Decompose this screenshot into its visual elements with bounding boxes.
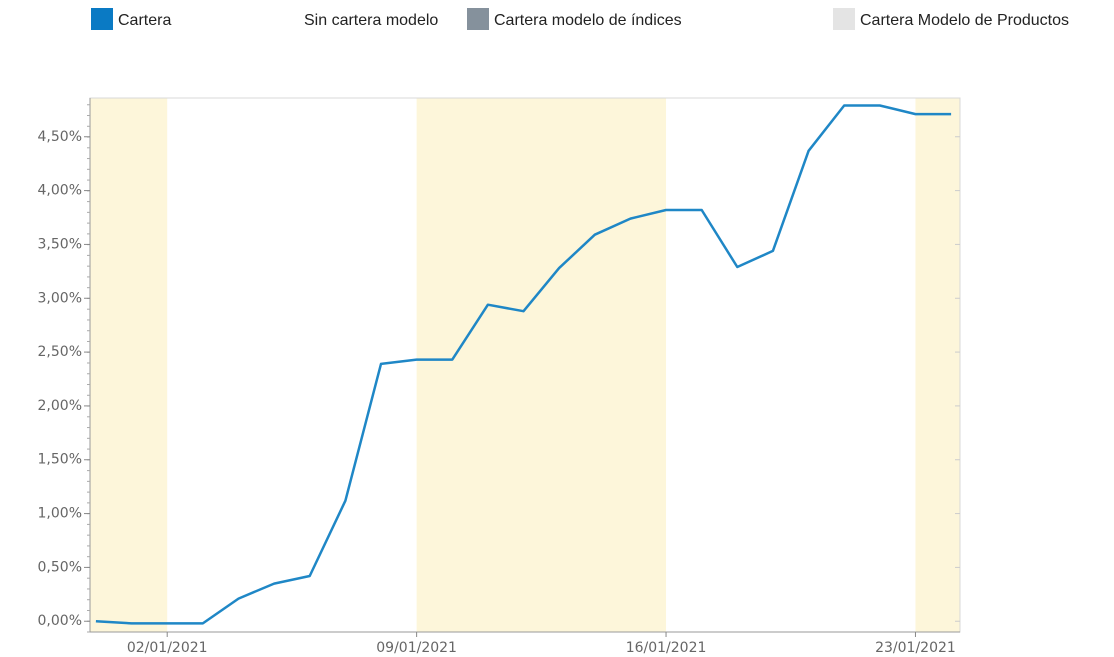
y-tick-label: 0,00% xyxy=(38,613,82,629)
series-line xyxy=(95,104,952,625)
weekend-band xyxy=(90,98,168,632)
legend-swatch xyxy=(467,8,489,30)
x-tick-label: 23/01/2021 xyxy=(875,640,956,656)
weekend-band xyxy=(416,98,667,632)
y-tick-label: 3,00% xyxy=(38,290,82,306)
y-tick-label: 3,50% xyxy=(38,236,82,252)
legend-label: Cartera modelo de índices xyxy=(494,12,682,29)
legend-label: Cartera xyxy=(118,12,171,29)
legend-label: Cartera Modelo de Productos xyxy=(860,12,1069,29)
x-tick-label: 16/01/2021 xyxy=(626,640,707,656)
y-tick-label: 2,50% xyxy=(38,344,82,360)
y-tick-label: 4,50% xyxy=(38,129,82,145)
y-tick-label: 4,00% xyxy=(38,183,82,199)
x-tick-label: 09/01/2021 xyxy=(376,640,457,656)
y-tick-label: 1,50% xyxy=(38,452,82,468)
x-tick-label: 02/01/2021 xyxy=(127,640,208,656)
weekend-band xyxy=(915,98,960,632)
y-tick-label: 2,00% xyxy=(38,398,82,414)
legend-swatch xyxy=(91,8,113,30)
y-tick-label: 0,50% xyxy=(38,559,82,575)
legend-swatch xyxy=(833,8,855,30)
legend-label: Sin cartera modelo xyxy=(304,12,438,29)
y-tick-label: 1,00% xyxy=(38,506,82,522)
